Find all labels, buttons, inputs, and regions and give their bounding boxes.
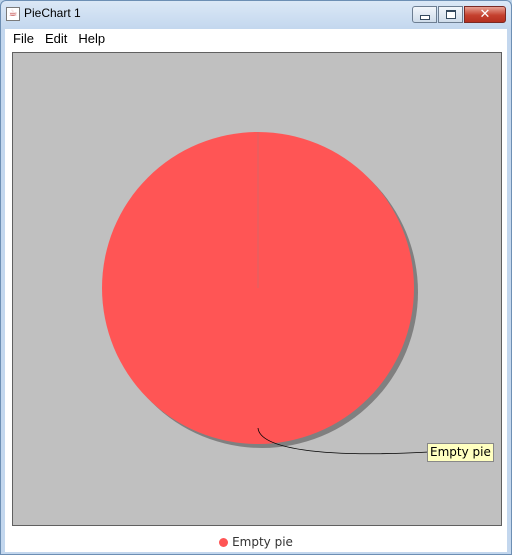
menu-bar: File Edit Help [5, 29, 507, 49]
legend-label: Empty pie [232, 535, 293, 549]
menu-edit[interactable]: Edit [44, 31, 68, 46]
minimize-button[interactable] [412, 6, 437, 23]
java-cup-icon[interactable]: ☕ [6, 7, 20, 21]
maximize-icon [445, 10, 456, 19]
slice-label: Empty pie [427, 443, 494, 462]
window-title: PieChart 1 [24, 6, 81, 20]
close-button[interactable]: ✕ [464, 6, 506, 23]
close-icon: ✕ [479, 7, 491, 22]
chart-legend: Empty pie [5, 533, 507, 551]
client-area: File Edit Help Empty pie Empty pie [5, 29, 507, 552]
legend-marker [219, 537, 229, 547]
minimize-icon [419, 14, 430, 20]
title-bar[interactable]: ☕ PieChart 1 ✕ [1, 1, 511, 29]
label-link-line [257, 427, 430, 455]
pie-chart [102, 132, 430, 455]
menu-help[interactable]: Help [78, 31, 106, 46]
maximize-button[interactable] [438, 6, 463, 23]
window-controls: ✕ [411, 6, 506, 24]
menu-file[interactable]: File [13, 31, 34, 46]
chart-plot-area[interactable]: Empty pie [12, 52, 502, 526]
